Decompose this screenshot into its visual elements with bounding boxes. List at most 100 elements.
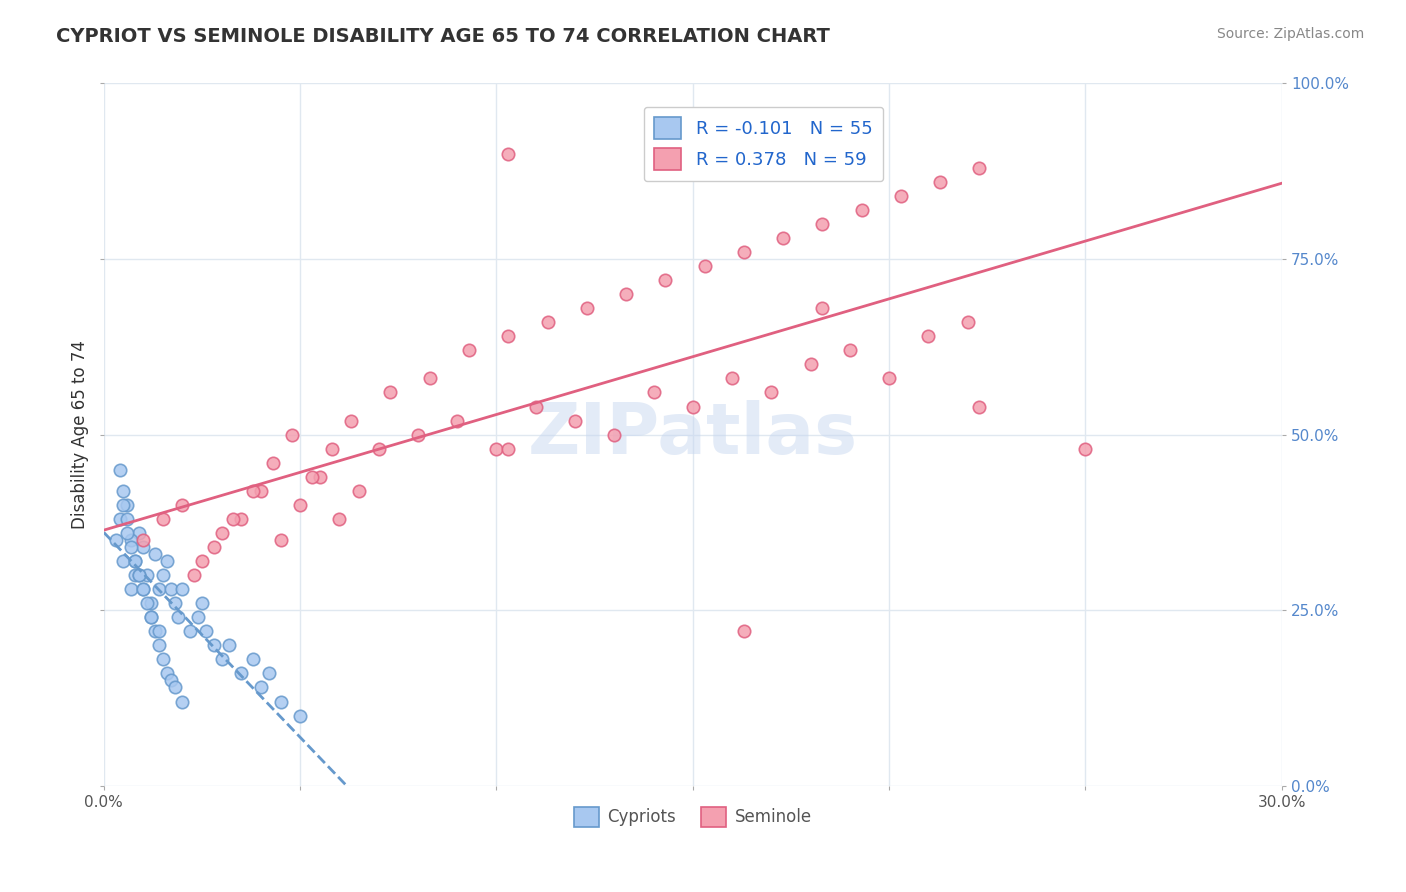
- Point: [496, 329, 519, 343]
- Point: [281, 427, 304, 442]
- Point: [222, 512, 245, 526]
- Point: [148, 638, 170, 652]
- Point: [112, 554, 135, 568]
- Point: [159, 582, 181, 596]
- Point: [139, 596, 162, 610]
- Point: [242, 483, 264, 498]
- Point: [148, 624, 170, 639]
- Point: [838, 343, 860, 358]
- Point: [120, 540, 142, 554]
- Point: [152, 652, 174, 666]
- Point: [211, 652, 233, 666]
- Point: [929, 175, 952, 189]
- Point: [811, 301, 834, 316]
- Point: [270, 533, 292, 547]
- Point: [328, 512, 350, 526]
- Point: [406, 427, 429, 442]
- Point: [496, 442, 519, 456]
- Point: [301, 469, 323, 483]
- Point: [733, 245, 755, 260]
- Point: [159, 673, 181, 688]
- Point: [202, 638, 225, 652]
- Point: [1074, 442, 1097, 456]
- Point: [693, 259, 716, 273]
- Point: [156, 666, 179, 681]
- Point: [112, 498, 135, 512]
- Point: [340, 413, 363, 427]
- Point: [132, 540, 155, 554]
- Point: [117, 525, 139, 540]
- Point: [347, 483, 370, 498]
- Point: [132, 582, 155, 596]
- Point: [257, 666, 280, 681]
- Point: [187, 610, 209, 624]
- Point: [419, 371, 441, 385]
- Point: [117, 498, 139, 512]
- Point: [231, 666, 253, 681]
- Point: [614, 287, 637, 301]
- Point: [183, 568, 205, 582]
- Point: [270, 694, 292, 708]
- Point: [124, 568, 146, 582]
- Point: [139, 610, 162, 624]
- Point: [956, 315, 979, 329]
- Text: Source: ZipAtlas.com: Source: ZipAtlas.com: [1216, 27, 1364, 41]
- Point: [877, 371, 900, 385]
- Point: [242, 652, 264, 666]
- Point: [172, 582, 194, 596]
- Point: [721, 371, 744, 385]
- Point: [231, 512, 253, 526]
- Point: [682, 400, 704, 414]
- Point: [124, 554, 146, 568]
- Point: [108, 463, 131, 477]
- Point: [485, 442, 508, 456]
- Point: [128, 568, 150, 582]
- Point: [194, 624, 217, 639]
- Point: [262, 456, 284, 470]
- Point: [772, 231, 794, 245]
- Point: [112, 483, 135, 498]
- Point: [458, 343, 481, 358]
- Text: ZIPatlas: ZIPatlas: [527, 401, 858, 469]
- Point: [321, 442, 343, 456]
- Point: [643, 385, 665, 400]
- Point: [603, 427, 626, 442]
- Point: [211, 525, 233, 540]
- Point: [367, 442, 389, 456]
- Point: [202, 540, 225, 554]
- Point: [167, 610, 190, 624]
- Point: [104, 533, 127, 547]
- Point: [163, 681, 186, 695]
- Point: [124, 554, 146, 568]
- Point: [117, 512, 139, 526]
- Point: [524, 400, 547, 414]
- Point: [163, 596, 186, 610]
- Point: [179, 624, 201, 639]
- Point: [851, 202, 873, 217]
- Point: [218, 638, 240, 652]
- Point: [917, 329, 939, 343]
- Point: [288, 498, 311, 512]
- Point: [575, 301, 598, 316]
- Point: [152, 568, 174, 582]
- Point: [152, 512, 174, 526]
- Point: [139, 610, 162, 624]
- Point: [811, 217, 834, 231]
- Point: [128, 525, 150, 540]
- Point: [496, 146, 519, 161]
- Point: [380, 385, 402, 400]
- Point: [890, 189, 912, 203]
- Point: [172, 694, 194, 708]
- Point: [536, 315, 558, 329]
- Point: [308, 469, 330, 483]
- Point: [132, 582, 155, 596]
- Point: [446, 413, 468, 427]
- Point: [250, 681, 273, 695]
- Text: CYPRIOT VS SEMINOLE DISABILITY AGE 65 TO 74 CORRELATION CHART: CYPRIOT VS SEMINOLE DISABILITY AGE 65 TO…: [56, 27, 830, 45]
- Point: [108, 512, 131, 526]
- Point: [136, 568, 159, 582]
- Point: [288, 708, 311, 723]
- Point: [654, 273, 676, 287]
- Y-axis label: Disability Age 65 to 74: Disability Age 65 to 74: [72, 340, 89, 529]
- Point: [120, 582, 142, 596]
